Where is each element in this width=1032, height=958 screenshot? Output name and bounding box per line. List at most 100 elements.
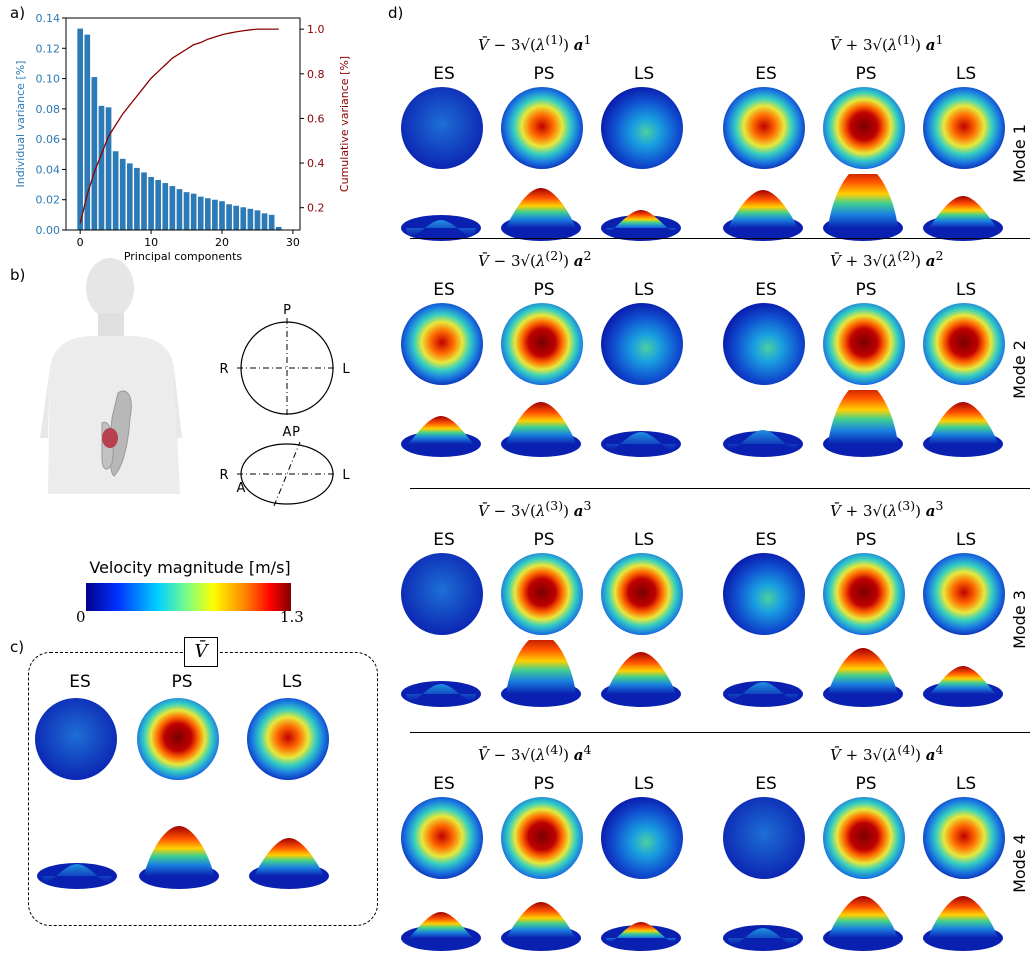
ytick-label-1: 0.02 bbox=[36, 194, 61, 207]
mode-1-plus-label-ps: PS bbox=[855, 64, 877, 84]
mode-2-plus-profile-ls bbox=[923, 402, 1003, 457]
mode-4-plus-profile-es bbox=[723, 925, 803, 951]
mode-1-minus-profile-es bbox=[401, 215, 481, 241]
mean-label-es: ES bbox=[69, 672, 91, 692]
xtick-label-1: 10 bbox=[144, 236, 158, 249]
mode-3-minus-disk-ps bbox=[501, 553, 583, 635]
mode-2-plus-label-ls: LS bbox=[955, 280, 977, 300]
variance-bar-15 bbox=[183, 192, 190, 230]
y2tick-label-1: 0.4 bbox=[307, 157, 325, 170]
mode-2-plus-disk-es bbox=[723, 303, 805, 385]
y2tick-label-0: 0.2 bbox=[307, 202, 325, 215]
ytick-label-5: 0.10 bbox=[36, 73, 61, 86]
mode-3-plus-label-es: ES bbox=[755, 530, 777, 550]
ytick-label-0: 0.00 bbox=[36, 224, 61, 237]
torso-illustration bbox=[40, 258, 182, 494]
mode-1-minus-profile-ls bbox=[601, 210, 681, 241]
mode-3-minus-profile-ps bbox=[501, 634, 581, 707]
mode-3-plus-profile-es bbox=[723, 681, 803, 707]
mode-2-minus-disk-ps bbox=[501, 303, 583, 385]
mode-2-plus-profile-es bbox=[723, 430, 803, 457]
mode-4-minus-disk-ls bbox=[601, 797, 683, 879]
variance-bar-23 bbox=[240, 207, 247, 230]
mode-2-minus-formula: V̄ − 3√(λ(2)) a2 bbox=[478, 248, 592, 270]
mode-separator-3 bbox=[410, 732, 1030, 733]
mode-3-minus-label-ps: PS bbox=[533, 530, 555, 550]
mode-2-plus-formula: V̄ + 3√(λ(2)) a2 bbox=[830, 248, 944, 270]
mode-3-minus-disk-ls bbox=[601, 553, 683, 635]
colorbar-title: Velocity magnitude [m/s] bbox=[89, 558, 291, 577]
mean-shape-title: V̄ bbox=[184, 637, 218, 667]
variance-bar-25 bbox=[254, 210, 261, 230]
mode-4-plus-formula: V̄ + 3√(λ(4)) a4 bbox=[830, 742, 944, 764]
mode-4-plus-label-ps: PS bbox=[855, 774, 877, 794]
mode-4-minus-label-ps: PS bbox=[533, 774, 555, 794]
mode-3-minus-disk-es bbox=[401, 553, 483, 635]
variance-bar-10 bbox=[148, 177, 154, 230]
y2-axis-label: Cumulative variance [%] bbox=[338, 56, 351, 192]
mode-4-label: Mode 4 bbox=[1009, 834, 1029, 893]
cumulative-line bbox=[79, 28, 279, 224]
mode-4-plus-profile-ls bbox=[923, 896, 1003, 951]
y2tick-label-3: 0.8 bbox=[307, 68, 325, 81]
mode-3-minus-label-ls: LS bbox=[633, 530, 655, 550]
mode-2-label: Mode 2 bbox=[1009, 340, 1029, 399]
xtick-label-2: 20 bbox=[215, 236, 229, 249]
mode-1-minus-formula: V̄ − 3√(λ(1)) a1 bbox=[478, 32, 592, 54]
mode-1-plus-label-es: ES bbox=[755, 64, 777, 84]
mode-3-minus-formula: V̄ − 3√(λ(3)) a3 bbox=[478, 498, 592, 520]
mode-3-plus-label-ls: LS bbox=[955, 530, 977, 550]
mode-1-plus-formula: V̄ + 3√(λ(1)) a1 bbox=[830, 32, 944, 54]
ytick-label-4: 0.08 bbox=[36, 103, 61, 116]
label-r-circle: R bbox=[219, 362, 228, 377]
mode-4-minus-label-ls: LS bbox=[633, 774, 655, 794]
mode-4-minus-profile-ps bbox=[501, 902, 581, 951]
mode-1-plus-profile-ls bbox=[923, 196, 1003, 241]
y-axis-label: Individual variance [%] bbox=[14, 61, 27, 188]
variance-bar-7 bbox=[126, 163, 133, 230]
ytick-label-2: 0.04 bbox=[36, 163, 61, 176]
ap-axis-ellipse bbox=[273, 441, 301, 507]
mode-3-plus-profile-ps bbox=[823, 648, 903, 707]
mode-1-plus-disk-ps bbox=[823, 87, 905, 169]
variance-bar-8 bbox=[134, 167, 140, 230]
x-axis-label: Principal components bbox=[124, 250, 243, 262]
mode-3-minus-profile-ls bbox=[601, 652, 681, 707]
mode-separator-2 bbox=[410, 488, 1030, 489]
variance-bar-1 bbox=[84, 34, 91, 231]
mean-label-ls: LS bbox=[281, 672, 303, 692]
variance-bar-11 bbox=[155, 180, 162, 230]
label-p-ellipse: P bbox=[292, 425, 300, 440]
mode-1-minus-profile-ps bbox=[501, 188, 581, 241]
mode-4-plus-profile-ps bbox=[823, 896, 903, 951]
mode-4-plus-disk-ps bbox=[823, 797, 905, 879]
colorbar-min: 0 bbox=[76, 608, 86, 626]
mode-2-plus-label-es: ES bbox=[755, 280, 777, 300]
variance-bar-24 bbox=[247, 208, 254, 230]
mode-4-plus-label-es: ES bbox=[755, 774, 777, 794]
panel-label-c: c) bbox=[10, 638, 25, 656]
mode-2-plus-profile-ps bbox=[823, 382, 903, 457]
variance-bar-28 bbox=[275, 226, 282, 230]
variance-bar-22 bbox=[233, 205, 240, 230]
variance-bar-20 bbox=[219, 201, 225, 230]
mode-1-minus-label-ls: LS bbox=[633, 64, 655, 84]
label-a-ellipse: A bbox=[237, 481, 246, 496]
mode-4-minus-formula: V̄ − 3√(λ(4)) a4 bbox=[478, 742, 592, 764]
xtick-label-0: 0 bbox=[77, 236, 84, 249]
mode-4-minus-disk-ps bbox=[501, 797, 583, 879]
variance-bar-16 bbox=[190, 193, 197, 230]
variance-bar-17 bbox=[197, 196, 204, 230]
mode-1-minus-label-ps: PS bbox=[533, 64, 555, 84]
colorbar-max: 1.3 bbox=[280, 608, 304, 626]
label-r-ellipse: R bbox=[219, 468, 228, 483]
mode-1-minus-disk-ps bbox=[501, 87, 583, 169]
mode-3-plus-profile-ls bbox=[923, 666, 1003, 707]
mean-label-ps: PS bbox=[171, 672, 193, 692]
label-l-ellipse: L bbox=[342, 468, 350, 483]
variance-bar-18 bbox=[204, 198, 211, 230]
mode-1-minus-label-es: ES bbox=[433, 64, 455, 84]
mode-1-plus-disk-es bbox=[723, 87, 805, 169]
mode-3-label: Mode 3 bbox=[1009, 590, 1029, 649]
mode-1-minus-disk-ls bbox=[601, 87, 683, 169]
